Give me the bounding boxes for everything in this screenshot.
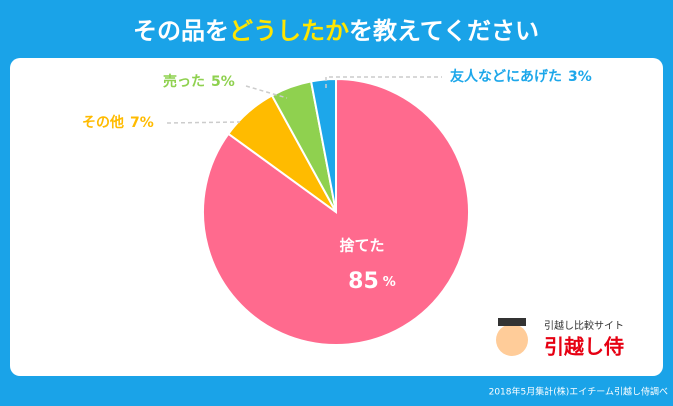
leader-line: [325, 76, 442, 88]
leader-line: [166, 121, 241, 124]
title-part: どうしたか: [229, 17, 349, 45]
pie-slice: [309, 77, 337, 213]
value-label: 85%: [348, 269, 396, 294]
title-part: その品を: [133, 17, 229, 45]
value-unit: %: [221, 74, 235, 90]
logo-icon: [496, 324, 528, 356]
value-unit: %: [140, 115, 154, 131]
slice-label: 売った 5%: [163, 73, 235, 90]
value-unit: %: [383, 275, 396, 290]
value-number: 85: [348, 269, 379, 294]
logo-icon: [498, 318, 526, 326]
slice-label: その他 7%: [82, 114, 154, 131]
value-unit: %: [578, 69, 592, 85]
slice-label: 友人などにあげた 3%: [450, 68, 592, 85]
labels: 捨てた 85 % その他 7% 売った 5% 友人などにあげた 3%: [82, 68, 592, 294]
value-number: 7: [130, 115, 140, 131]
category-name: その他: [82, 114, 124, 131]
category-name: 友人などにあげた: [450, 68, 562, 85]
pie: [202, 77, 470, 346]
logo-tagline: 引越し比較サイト: [544, 319, 624, 332]
value-number: 3: [568, 69, 578, 85]
value-number: 5: [211, 74, 221, 90]
category-name: 売った: [163, 73, 205, 90]
title-part: を教えてください: [349, 17, 539, 45]
logo: 引越し比較サイト 引越し侍: [496, 318, 624, 359]
chart-title: その品をどうしたかを教えてください: [133, 17, 539, 45]
slice-label: 捨てた: [339, 237, 384, 255]
source: 2018年5月集計(株)エイチーム引越し侍調べ: [489, 386, 668, 398]
logo-name: 引越し侍: [544, 335, 624, 359]
leader-line: [245, 85, 288, 99]
